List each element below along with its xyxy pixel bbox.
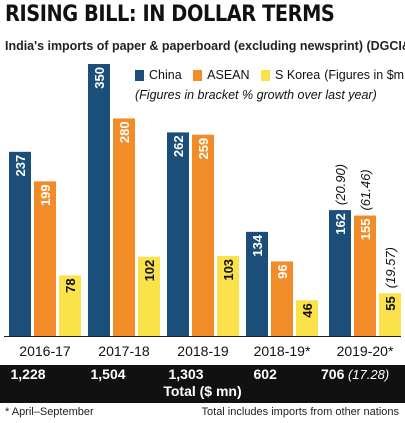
legend-item-skorea: S Korea (Figures in $mn) (261, 68, 405, 82)
growth-annotation-asean-2019-20: (61.46) (358, 169, 373, 210)
total-value-2018-19: 1,303 (169, 366, 204, 382)
data-label-china-2019-20: 162 (333, 213, 348, 235)
total-value-2018-19: 602 (254, 366, 277, 382)
bar-china-2016-17 (9, 151, 31, 336)
total-number: 602 (253, 366, 277, 382)
total-value-2017-18: 1,504 (91, 366, 126, 382)
legend-item-china: China (135, 68, 182, 82)
bar-s-korea-2018-19 (296, 300, 318, 336)
x-tick-label-2017-18: 2017-18 (98, 343, 150, 359)
total-number: 1,504 (90, 366, 126, 382)
data-label-asean-2019-20: 155 (358, 219, 373, 241)
total-value-2019-20: 706 (17.28) (321, 366, 389, 382)
x-tick-label-2019-20: 2019-20* (337, 343, 394, 359)
bar-asean-2017-18 (113, 118, 135, 337)
total-number: 1,303 (168, 366, 204, 382)
legend: China ASEAN S Korea (Figures in $mn) (135, 68, 405, 84)
totals-band (0, 365, 405, 403)
data-label-china-2016-17: 237 (13, 155, 28, 177)
footnote-left: * April–September (5, 406, 94, 418)
legend-swatch-skorea (261, 69, 271, 81)
chart-title: RISING BILL: IN DOLLAR TERMS (5, 2, 335, 27)
data-label-asean-2018-19: 96 (275, 264, 290, 278)
data-label-china-2018-19: 262 (171, 135, 186, 157)
bar-s-korea-2016-17 (59, 275, 81, 336)
growth-annotation-s-korea-2019-20: (19.57) (383, 247, 398, 288)
total-number: 1,228 (10, 366, 46, 382)
data-label-asean-2016-17: 199 (38, 184, 53, 206)
data-label-s-korea-2018-19: 46 (300, 303, 315, 317)
total-value-2016-17: 1,228 (11, 366, 46, 382)
bar-china-2018-19 (167, 132, 189, 336)
bar-asean-2016-17 (34, 181, 56, 336)
data-label-s-korea-2017-18: 102 (142, 260, 157, 282)
x-tick-label-2016-17: 2016-17 (19, 343, 71, 359)
total-growth: (17.28) (344, 367, 390, 382)
bar-asean-2018-19 (271, 261, 293, 336)
chart-subtitle: India's imports of paper & paperboard (e… (5, 38, 405, 53)
bar-asean-2019-20 (354, 215, 376, 336)
footnote-right: Total includes imports from other nation… (201, 406, 399, 418)
bar-china-2019-20 (329, 210, 351, 336)
legend-label-asean: ASEAN (207, 68, 250, 82)
bar-s-korea-2019-20 (379, 293, 401, 336)
bar-s-korea-2017-18 (138, 256, 160, 336)
bar-chart: 237 199 78 2016-17 350 280 102 2017-18 262 259 103… (4, 64, 401, 359)
data-label-china-2018-19: 134 (250, 234, 265, 256)
legend-item-asean: ASEAN (193, 68, 250, 82)
legend-label-china: China (149, 68, 182, 82)
data-label-s-korea-2016-17: 78 (63, 278, 78, 292)
legend-unit-note: (Figures in $mn) (324, 68, 405, 82)
bar-china-2018-19 (246, 231, 268, 336)
bar-china-2017-18 (88, 64, 110, 336)
x-tick-label-2018-19: 2018-19* (254, 343, 311, 359)
bar-s-korea-2018-19 (217, 255, 239, 336)
totals-label: Total ($ mn) (163, 383, 242, 399)
data-label-china-2017-18: 350 (92, 67, 107, 89)
bar-asean-2018-19 (192, 134, 214, 336)
growth-annotation-china-2019-20: (20.90) (333, 164, 348, 205)
total-number: 706 (321, 366, 345, 382)
x-tick-label-2018-19: 2018-19 (177, 343, 229, 359)
data-label-asean-2018-19: 259 (196, 138, 211, 160)
data-label-s-korea-2019-20: 55 (383, 296, 398, 310)
data-label-asean-2017-18: 280 (117, 121, 132, 143)
legend-swatch-asean (193, 69, 203, 81)
legend-growth-note: (Figures in bracket % growth over last y… (135, 88, 377, 102)
data-label-s-korea-2018-19: 103 (221, 259, 236, 281)
legend-label-skorea: S Korea (275, 68, 321, 82)
legend-swatch-china (135, 69, 144, 81)
